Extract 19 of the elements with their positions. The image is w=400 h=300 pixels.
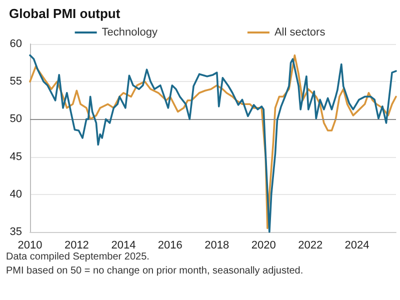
x-tick-label: 2022 [298, 240, 323, 252]
x-tick-label: 2018 [204, 240, 230, 252]
y-tick-label: 35 [10, 226, 22, 238]
x-tick-label: 2012 [64, 240, 89, 252]
legend-label: All sectors [274, 26, 326, 38]
legend-label: Technology [102, 26, 158, 38]
text: Data compiled September 2025. [6, 252, 150, 262]
x-tick-label: 2020 [251, 240, 276, 252]
y-tick-label: 60 [10, 38, 22, 50]
x-tick-label: 2014 [111, 240, 136, 252]
x-tick-label: 2010 [18, 240, 42, 252]
x-tick-label: 2024 [344, 240, 370, 252]
y-tick-label: 55 [10, 76, 22, 88]
x-tick-label: 2016 [158, 240, 182, 252]
y-tick-label: 40 [10, 188, 22, 200]
y-tick-label: 45 [10, 150, 22, 163]
chart-title: Global PMI output [9, 6, 121, 21]
y-tick-label: 50 [10, 113, 22, 126]
text: PMI based on 50 = no change on prior month, seasonally adjusted. [6, 266, 304, 276]
